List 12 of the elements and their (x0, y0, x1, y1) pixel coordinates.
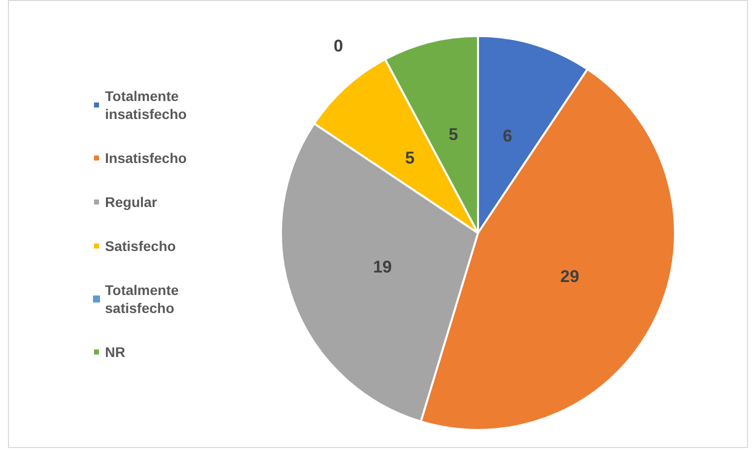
text: 0 (334, 36, 344, 56)
legend-label: Satisfecho (105, 238, 176, 254)
legend-label: Insatisfecho (105, 150, 187, 166)
data-label: 6 (502, 126, 512, 146)
data-label: 5 (448, 125, 458, 144)
data-label: 29 (560, 266, 580, 286)
legend-label: NR (105, 344, 126, 360)
legend-label: Totalmente satisfecho (105, 282, 183, 316)
data-label: 5 (405, 148, 415, 168)
legend-label: Totalmente insatisfecho (105, 88, 187, 122)
legend-label: Regular (105, 194, 158, 210)
data-label: 19 (372, 258, 392, 277)
